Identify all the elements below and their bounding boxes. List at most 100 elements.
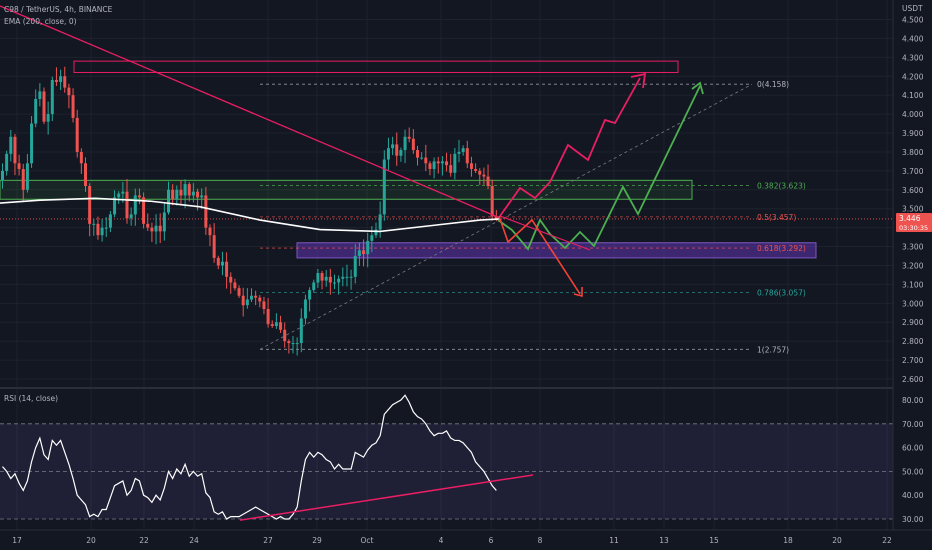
candle-up bbox=[5, 153, 9, 171]
candle-down bbox=[204, 195, 208, 228]
pink-retest-line bbox=[499, 215, 591, 251]
price-tick-label: 3.600 bbox=[902, 186, 924, 195]
candle-up bbox=[316, 273, 320, 283]
candle-up bbox=[295, 343, 299, 345]
candle-down bbox=[428, 163, 432, 169]
purple-zone bbox=[296, 242, 817, 259]
time-tick-label: 29 bbox=[312, 536, 322, 545]
rsi-tick-label: 30.00 bbox=[902, 515, 924, 524]
candle-up bbox=[357, 250, 361, 257]
candle-down bbox=[482, 174, 486, 177]
candle-up bbox=[191, 191, 195, 196]
price-tick-label: 3.900 bbox=[902, 129, 924, 138]
candle-down bbox=[42, 91, 46, 122]
candle-down bbox=[21, 168, 25, 190]
fib-level-label: 0.618(3.292) bbox=[757, 244, 806, 253]
ema-line bbox=[0, 197, 501, 233]
candle-up bbox=[382, 159, 386, 215]
candle-down bbox=[320, 273, 324, 281]
fib-level-label: 1(2.757) bbox=[757, 345, 789, 354]
candle-up bbox=[366, 240, 370, 255]
descending-trendline bbox=[0, 5, 501, 219]
candle-down bbox=[436, 161, 440, 164]
candle-down bbox=[395, 144, 399, 156]
price-tick-label: 3.100 bbox=[902, 280, 924, 289]
price-badge-value: 3.446 bbox=[899, 214, 921, 223]
candle-up bbox=[113, 197, 117, 215]
candle-up bbox=[370, 235, 374, 241]
candle-up bbox=[175, 189, 179, 200]
rsi-axis[interactable]: 80.00 70.00 60.00 50.00 40.00 30.00 bbox=[902, 396, 924, 524]
rsi-legend: RSI (14, close) bbox=[4, 394, 58, 403]
price-tick-label: 3.000 bbox=[902, 299, 924, 308]
candle-down bbox=[474, 168, 478, 171]
time-axis[interactable]: 17 20 22 24 27 29 Oct 4 6 8 11 13 15 18 20 22 bbox=[12, 536, 892, 545]
price-tick-label: 4.400 bbox=[902, 34, 924, 43]
price-tick-label: 4.500 bbox=[902, 16, 924, 25]
candle-up bbox=[378, 214, 382, 230]
time-tick-label: 20 bbox=[86, 536, 96, 545]
candle-up bbox=[92, 223, 96, 225]
candle-down bbox=[54, 80, 58, 82]
red-projection-arrowhead bbox=[573, 287, 583, 298]
time-tick-label: 11 bbox=[609, 536, 619, 545]
rsi-pane bbox=[0, 394, 893, 521]
candle-down bbox=[179, 189, 183, 196]
candle-down bbox=[79, 151, 83, 164]
drawings bbox=[0, 5, 704, 298]
candle-down bbox=[212, 235, 216, 258]
candle-up bbox=[46, 114, 50, 122]
time-tick-label: 4 bbox=[439, 536, 444, 545]
fib-level-label: 0.786(3.057) bbox=[757, 289, 806, 298]
candle-down bbox=[362, 250, 366, 255]
candle-up bbox=[303, 299, 307, 319]
candle-up bbox=[25, 163, 29, 190]
ema-200-line bbox=[0, 197, 501, 233]
price-badge-countdown: 03:30:35 bbox=[899, 224, 928, 232]
candle-down bbox=[125, 191, 129, 219]
pink-projection-path bbox=[499, 77, 641, 217]
candle-up bbox=[308, 290, 312, 300]
candle-down bbox=[241, 295, 245, 306]
resistance bbox=[73, 60, 679, 73]
price-tick-label: 3.300 bbox=[902, 243, 924, 252]
candle-up bbox=[341, 276, 345, 279]
candle-up bbox=[333, 282, 336, 284]
price-tick-label: 3.700 bbox=[902, 167, 924, 176]
candle-up bbox=[299, 318, 303, 344]
candle-up bbox=[245, 299, 249, 306]
candle-down bbox=[258, 297, 262, 302]
rsi-tick-label: 40.00 bbox=[902, 491, 924, 500]
price-tick-label: 2.700 bbox=[902, 356, 924, 365]
candle-down bbox=[469, 163, 473, 169]
candle-up bbox=[30, 123, 34, 164]
candle-down bbox=[67, 87, 71, 96]
candle-up bbox=[312, 282, 316, 291]
grid bbox=[0, 0, 893, 530]
candle-down bbox=[233, 282, 237, 289]
candle-up bbox=[9, 136, 13, 154]
candle-down bbox=[137, 195, 141, 198]
green-projection-arrowhead bbox=[691, 81, 704, 95]
candle-up bbox=[220, 261, 224, 266]
price-tick-label: 3.500 bbox=[902, 205, 924, 214]
candle-down bbox=[63, 76, 67, 88]
candle-down bbox=[142, 197, 146, 224]
candle-down bbox=[486, 176, 490, 187]
candle-down bbox=[71, 95, 75, 118]
candle-up bbox=[457, 151, 461, 154]
candle-up bbox=[345, 276, 349, 278]
candle-up bbox=[453, 153, 457, 173]
candle-up bbox=[386, 148, 390, 160]
candle-down bbox=[411, 138, 415, 151]
candle-down bbox=[416, 150, 419, 158]
price-tick-label: 4.200 bbox=[902, 72, 924, 81]
candle-down bbox=[158, 225, 162, 232]
candle-down bbox=[449, 165, 453, 173]
candle-up bbox=[167, 189, 170, 213]
candle-down bbox=[490, 186, 494, 217]
candle-up bbox=[154, 225, 158, 232]
rsi-tick-label: 70.00 bbox=[902, 420, 924, 429]
